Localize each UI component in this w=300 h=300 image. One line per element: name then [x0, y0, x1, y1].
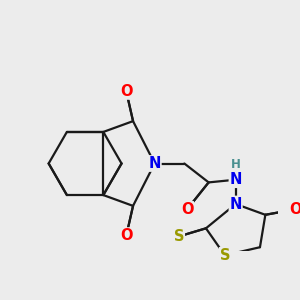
- Text: O: O: [120, 228, 133, 243]
- Text: H: H: [231, 158, 241, 171]
- Text: S: S: [220, 248, 230, 263]
- Text: S: S: [174, 229, 184, 244]
- Text: N: N: [230, 196, 242, 211]
- Text: N: N: [148, 156, 161, 171]
- Text: O: O: [120, 84, 133, 99]
- Text: N: N: [230, 172, 242, 187]
- Text: O: O: [289, 202, 300, 217]
- Text: O: O: [181, 202, 193, 217]
